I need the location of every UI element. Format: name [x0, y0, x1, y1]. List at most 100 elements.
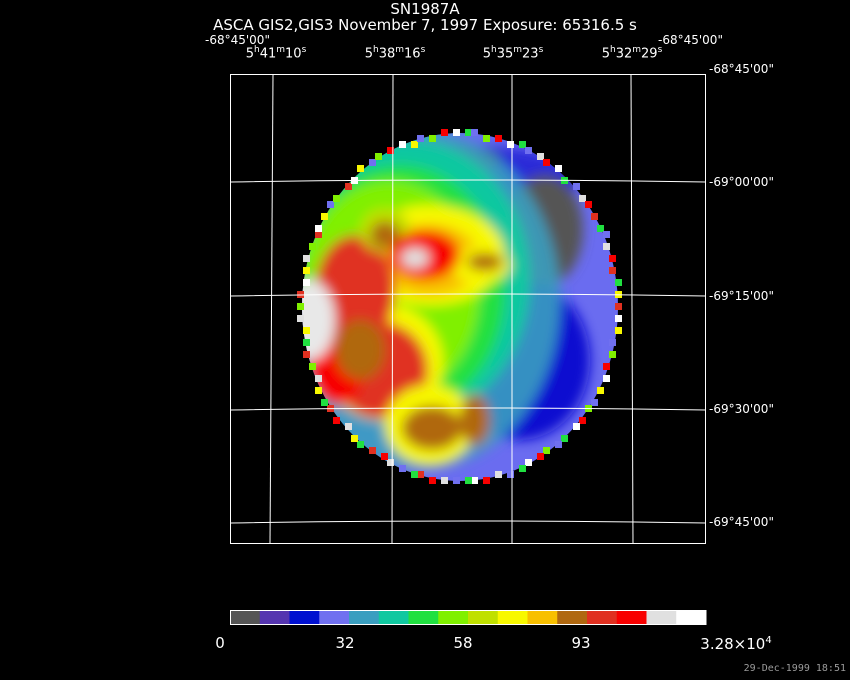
- edge-pixel: [465, 477, 472, 484]
- edge-pixel: [471, 129, 478, 136]
- edge-pixel: [315, 387, 322, 394]
- edge-pixel: [321, 399, 328, 406]
- edge-pixel: [597, 225, 604, 232]
- edge-pixel: [519, 465, 526, 472]
- dec-corner-label-right: -68°45'00": [658, 33, 723, 47]
- edge-pixel: [387, 147, 394, 154]
- edge-pixel: [609, 339, 616, 346]
- edge-pixel: [327, 201, 334, 208]
- colorbar-swatch: [438, 610, 469, 625]
- timestamp: 29-Dec-1999 18:51: [743, 663, 846, 674]
- dec-label: -69°45'00": [709, 515, 774, 529]
- edge-pixel: [573, 183, 580, 190]
- colorbar-swatch: [557, 610, 588, 625]
- edge-pixel: [603, 243, 610, 250]
- colorbar-swatch: [646, 610, 677, 625]
- edge-pixel: [579, 195, 586, 202]
- colorbar-tick-label: 58: [453, 634, 473, 652]
- edge-pixel: [297, 315, 304, 322]
- edge-pixel: [315, 231, 322, 238]
- colorbar-swatch: [497, 610, 528, 625]
- edge-pixel: [453, 477, 460, 484]
- edge-pixel: [609, 351, 616, 358]
- dec-label: -69°00'00": [709, 175, 774, 189]
- edge-pixel: [561, 435, 568, 442]
- edge-pixel: [441, 477, 448, 484]
- dec-label: -69°30'00": [709, 402, 774, 416]
- edge-pixel: [537, 153, 544, 160]
- colorbar-swatch: [587, 610, 618, 625]
- colorbar-swatch: [289, 610, 320, 625]
- colorbar-tick-label: 0: [215, 634, 225, 652]
- plot-frame: [230, 74, 706, 544]
- edge-pixel: [597, 387, 604, 394]
- ra-label: 5h38m16s: [364, 45, 426, 62]
- edge-pixel: [303, 267, 310, 274]
- edge-pixel: [411, 471, 418, 478]
- edge-pixel: [579, 417, 586, 424]
- edge-pixel: [525, 459, 532, 466]
- edge-pixel: [357, 441, 364, 448]
- ra-label: 5h41m10s: [245, 45, 307, 62]
- colorbar-swatch: [378, 610, 409, 625]
- edge-pixel: [537, 453, 544, 460]
- edge-pixel: [615, 327, 622, 334]
- image-title: SN1987A: [390, 0, 460, 18]
- edge-pixel: [507, 471, 514, 478]
- colorbar-swatch: [468, 610, 499, 625]
- edge-pixel: [381, 453, 388, 460]
- edge-pixel: [525, 147, 532, 154]
- colorbar-tick-label: 93: [571, 634, 591, 652]
- edge-pixel: [615, 279, 622, 286]
- edge-pixel: [357, 165, 364, 172]
- ra-label: 5h32m29s: [601, 45, 663, 62]
- edge-pixel: [603, 363, 610, 370]
- edge-pixel: [615, 315, 622, 322]
- edge-pixel: [309, 363, 316, 370]
- edge-pixel: [591, 399, 598, 406]
- edge-pixel: [411, 141, 418, 148]
- colorbar: [230, 610, 707, 625]
- ra-label: 5h35m23s: [482, 45, 544, 62]
- edge-pixel: [303, 255, 310, 262]
- edge-pixel: [387, 459, 394, 466]
- edge-pixel: [303, 351, 310, 358]
- edge-pixel: [555, 441, 562, 448]
- edge-pixel: [483, 477, 490, 484]
- coordinate-grid: [230, 74, 706, 544]
- edge-pixel: [465, 129, 472, 136]
- edge-pixel: [495, 471, 502, 478]
- edge-pixel: [585, 201, 592, 208]
- edge-pixel: [351, 435, 358, 442]
- colorbar-swatch: [676, 610, 707, 625]
- image-subtitle: ASCA GIS2,GIS3 November 7, 1997 Exposure…: [213, 16, 637, 34]
- dec-label: -68°45'00": [709, 62, 774, 76]
- edge-pixel: [573, 423, 580, 430]
- edge-pixel: [345, 183, 352, 190]
- edge-pixel: [369, 159, 376, 166]
- edge-pixel: [591, 213, 598, 220]
- edge-pixel: [429, 135, 436, 142]
- edge-pixel: [429, 477, 436, 484]
- colorbar-swatch: [230, 610, 261, 625]
- edge-pixel: [471, 477, 478, 484]
- edge-pixel: [603, 231, 610, 238]
- edge-pixel: [603, 375, 610, 382]
- edge-pixel: [369, 447, 376, 454]
- edge-pixel: [303, 339, 310, 346]
- colorbar-swatch: [527, 610, 558, 625]
- edge-pixel: [615, 303, 622, 310]
- edge-pixel: [333, 417, 340, 424]
- colorbar-swatch: [408, 610, 439, 625]
- colorbar-tick-label: 32: [335, 634, 355, 652]
- colorbar-swatch: [319, 610, 350, 625]
- edge-pixel: [321, 213, 328, 220]
- edge-pixel: [483, 135, 490, 142]
- dec-label: -69°15'00": [709, 289, 774, 303]
- edge-pixel: [555, 165, 562, 172]
- edge-pixel: [315, 225, 322, 232]
- edge-pixel: [543, 159, 550, 166]
- edge-pixel: [303, 327, 310, 334]
- edge-pixel: [417, 135, 424, 142]
